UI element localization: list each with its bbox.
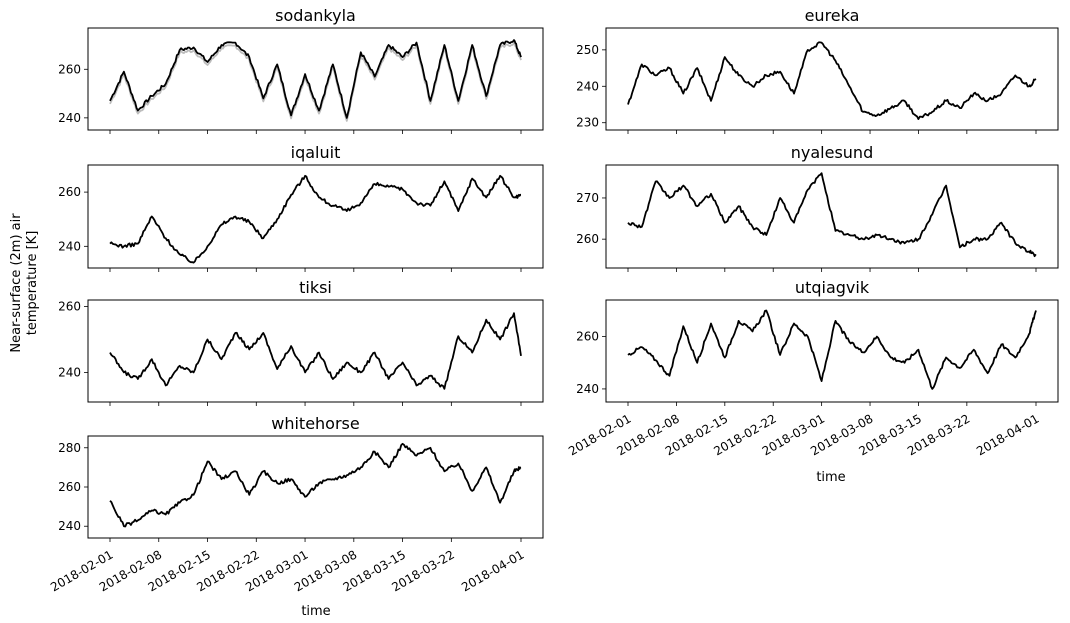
y-axis-label-line2: temperature [K] (25, 231, 40, 336)
series-line (109, 174, 522, 264)
x-axis-label-right: time (816, 470, 845, 485)
y-tick-label: 230 (576, 116, 599, 130)
panel-eureka: eureka 230 240 250 (576, 6, 1059, 134)
y-axis-label-line1: Near-surface (2m) air (9, 213, 24, 353)
series-line (109, 312, 522, 390)
series-line (109, 442, 522, 528)
panel-title: sodankyla (275, 6, 356, 25)
y-tick-label: 260 (58, 480, 81, 494)
y-tick-label: 240 (576, 382, 599, 396)
y-tick-label: 240 (576, 79, 599, 93)
panel-title: tiksi (299, 278, 332, 297)
y-tick-label: 260 (58, 300, 81, 314)
panel-sodankyla: sodankyla 240 260 (58, 6, 544, 134)
panel-iqaluit: iqaluit 240 260 (58, 143, 544, 272)
axes-frame (605, 27, 1059, 131)
y-tick-label: 240 (58, 365, 81, 379)
panel-utqiagvik: utqiagvik2402602018-02-012018-02-082018-… (566, 278, 1059, 458)
x-tick-label: 2018-04-01 (974, 411, 1041, 458)
y-tick-label: 260 (576, 330, 599, 344)
y-tick-label: 260 (58, 62, 81, 76)
y-tick-label: 240 (58, 519, 81, 533)
axes-frame (87, 164, 544, 269)
axes-frame (87, 299, 544, 403)
y-tick-label: 250 (576, 43, 599, 57)
series-line (627, 172, 1037, 258)
panel-whitehorse: whitehorse2402602802018-02-012018-02-082… (48, 414, 544, 594)
y-tick-label: 280 (58, 441, 81, 455)
panel-tiksi: tiksi 240 260 (58, 278, 544, 406)
axes-frame (605, 299, 1059, 403)
y-tick-label: 240 (58, 239, 81, 253)
panel-nyalesund: nyalesund 260 270 (576, 143, 1059, 272)
panel-title: nyalesund (791, 143, 873, 162)
panel-title: iqaluit (291, 143, 341, 162)
x-axis-label-left: time (301, 604, 330, 619)
panel-title: whitehorse (271, 414, 359, 433)
y-tick-label: 270 (576, 191, 599, 205)
panel-title: utqiagvik (795, 278, 870, 297)
panel-title: eureka (805, 6, 860, 25)
secondary-series-line (109, 42, 522, 122)
series-line (627, 309, 1037, 390)
y-tick-label: 260 (576, 232, 599, 246)
y-tick-label: 240 (58, 111, 81, 125)
series-line (627, 41, 1037, 120)
y-tick-label: 260 (58, 185, 81, 199)
axes-frame (87, 27, 544, 131)
axes-frame (605, 164, 1059, 269)
series-line (109, 39, 522, 119)
x-tick-label: 2018-04-01 (459, 547, 526, 594)
